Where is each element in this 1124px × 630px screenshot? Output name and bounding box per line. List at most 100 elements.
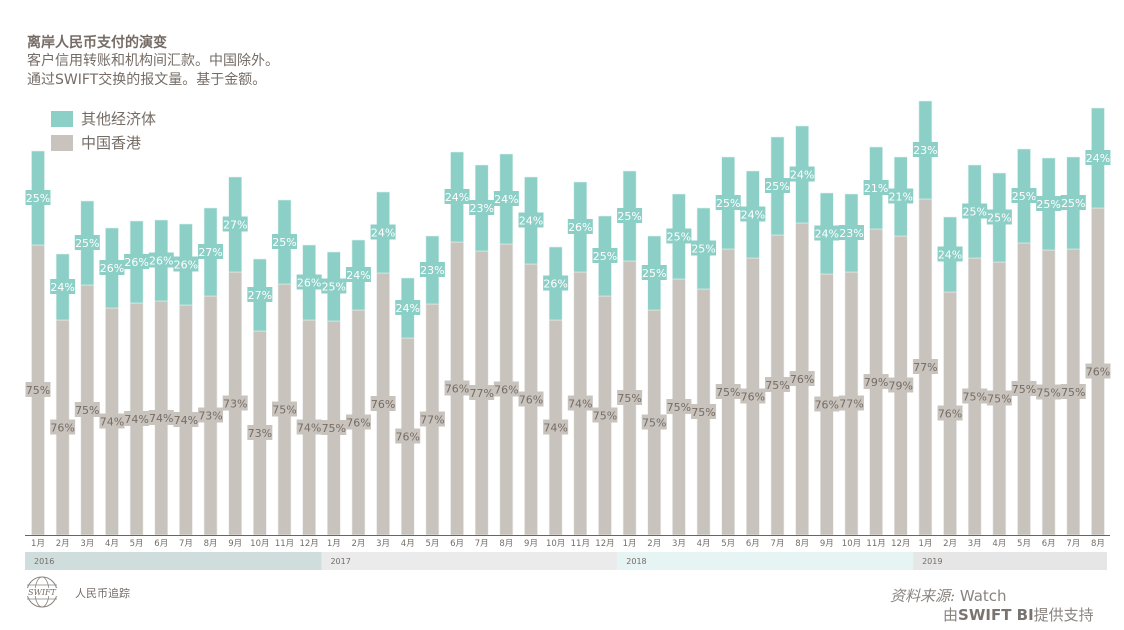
data-label-hong-kong: 75% [716, 386, 740, 399]
swift-logo: SWIFT [26, 576, 58, 608]
data-label-others: 21% [889, 191, 913, 204]
data-label-others-bg [912, 142, 938, 157]
data-label-others-bg [740, 206, 766, 222]
x-tick-label: 10月 [250, 539, 269, 549]
svg-text:SWIFT: SWIFT [28, 588, 56, 597]
year-band [617, 552, 914, 570]
data-label-hong-kong-bg [419, 411, 445, 427]
data-label-others-bg [641, 265, 667, 280]
data-label-hong-kong: 76% [741, 391, 765, 404]
data-label-hong-kong: 75% [962, 391, 986, 404]
data-label-hong-kong-bg [666, 399, 692, 414]
x-tick-label: 7月 [179, 539, 193, 549]
year-label: 2016 [34, 557, 54, 566]
data-label-others-bg [74, 235, 100, 250]
legend-item-others: 其他经济体 [51, 108, 156, 129]
data-label-others-bg [691, 240, 717, 256]
data-label-others-bg [937, 246, 963, 262]
data-label-others: 24% [346, 269, 370, 282]
chart-subtitle-line-1: 客户信用转账和机构间汇款。中国除外。 [27, 53, 279, 69]
data-label-hong-kong: 74% [174, 414, 198, 427]
data-label-others: 24% [494, 193, 518, 206]
data-label-others-bg [888, 188, 914, 204]
x-tick-label: 8月 [499, 539, 513, 549]
x-tick-label: 12月 [595, 539, 614, 549]
data-label-others: 24% [938, 249, 962, 262]
x-tick-label: 10月 [842, 539, 861, 549]
data-label-others: 26% [297, 277, 321, 290]
x-tick-label: 6月 [1042, 539, 1056, 549]
data-label-others: 24% [50, 281, 74, 294]
data-label-others-bg [25, 190, 51, 205]
data-label-hong-kong: 75% [26, 384, 50, 397]
data-label-others-bg [838, 225, 864, 240]
data-label-others-bg [444, 189, 470, 204]
support-brand: SWIFT BI [958, 606, 1034, 624]
data-label-hong-kong-bg [863, 374, 889, 389]
data-label-hong-kong: 75% [765, 379, 789, 392]
data-label-hong-kong: 73% [248, 427, 272, 440]
data-label-hong-kong-bg [543, 419, 569, 435]
data-label-others: 27% [223, 219, 247, 232]
data-label-hong-kong-bg [493, 381, 519, 397]
data-label-others-bg [1060, 195, 1086, 210]
data-label-hong-kong: 77% [420, 414, 444, 427]
data-label-hong-kong-bg [888, 377, 914, 393]
data-label-others: 25% [322, 281, 346, 294]
x-tick-label: 9月 [820, 539, 834, 549]
data-label-hong-kong-bg [25, 382, 51, 397]
data-label-others-bg [1036, 196, 1062, 211]
data-label-hong-kong-bg [148, 410, 174, 425]
data-label-hong-kong-bg [1060, 384, 1086, 399]
x-tick-label: 2月 [56, 539, 70, 549]
data-label-hong-kong-bg [444, 380, 470, 396]
x-tick-label: 5月 [1017, 539, 1031, 549]
data-label-hong-kong-bg [74, 402, 100, 417]
data-label-others-bg [617, 208, 643, 223]
data-label-hong-kong-bg [912, 359, 938, 374]
year-label: 2018 [626, 557, 646, 566]
x-tick-label: 5月 [721, 539, 735, 549]
x-tick-label: 3月 [376, 539, 390, 549]
data-label-others-bg [543, 275, 569, 291]
data-label-others-bg [419, 262, 445, 277]
data-label-hong-kong: 79% [889, 380, 913, 393]
data-label-hong-kong: 75% [322, 422, 346, 435]
x-tick-label: 10月 [546, 539, 565, 549]
data-label-hong-kong: 76% [445, 383, 469, 396]
data-label-hong-kong-bg [617, 390, 643, 405]
x-tick-label: 9月 [524, 539, 538, 549]
data-label-hong-kong-bg [50, 419, 76, 435]
x-tick-label: 4月 [992, 539, 1006, 549]
data-label-hong-kong: 74% [149, 412, 173, 425]
data-label-others: 26% [149, 255, 173, 268]
data-label-others-bg [789, 166, 815, 182]
data-label-others-bg [814, 225, 840, 241]
x-tick-label: 12月 [299, 539, 318, 549]
data-label-hong-kong: 75% [75, 404, 99, 417]
data-label-hong-kong: 75% [642, 417, 666, 430]
data-label-hong-kong-bg [641, 414, 667, 430]
data-label-others: 23% [469, 202, 493, 215]
data-label-others-bg [1085, 150, 1111, 165]
data-label-others: 24% [519, 215, 543, 228]
data-label-others: 25% [987, 212, 1011, 225]
data-label-others-bg [272, 234, 297, 249]
data-label-hong-kong-bg [592, 407, 618, 423]
data-label-hong-kong: 74% [568, 398, 592, 411]
year-label: 2017 [330, 557, 350, 566]
x-tick-label: 4月 [105, 539, 119, 549]
data-label-others-bg [863, 180, 889, 195]
x-tick-label: 2月 [351, 539, 365, 549]
data-label-hong-kong-bg [99, 413, 125, 429]
legend-label-others: 其他经济体 [81, 110, 157, 128]
data-label-others: 27% [248, 289, 272, 302]
data-label-others-bg [493, 191, 519, 206]
data-label-hong-kong-bg [124, 411, 150, 426]
data-label-others-bg [124, 254, 150, 269]
data-label-others-bg [1011, 188, 1037, 203]
x-tick-label: 5月 [425, 539, 439, 549]
year-band [321, 552, 618, 570]
x-tick-label: 6月 [154, 539, 168, 549]
